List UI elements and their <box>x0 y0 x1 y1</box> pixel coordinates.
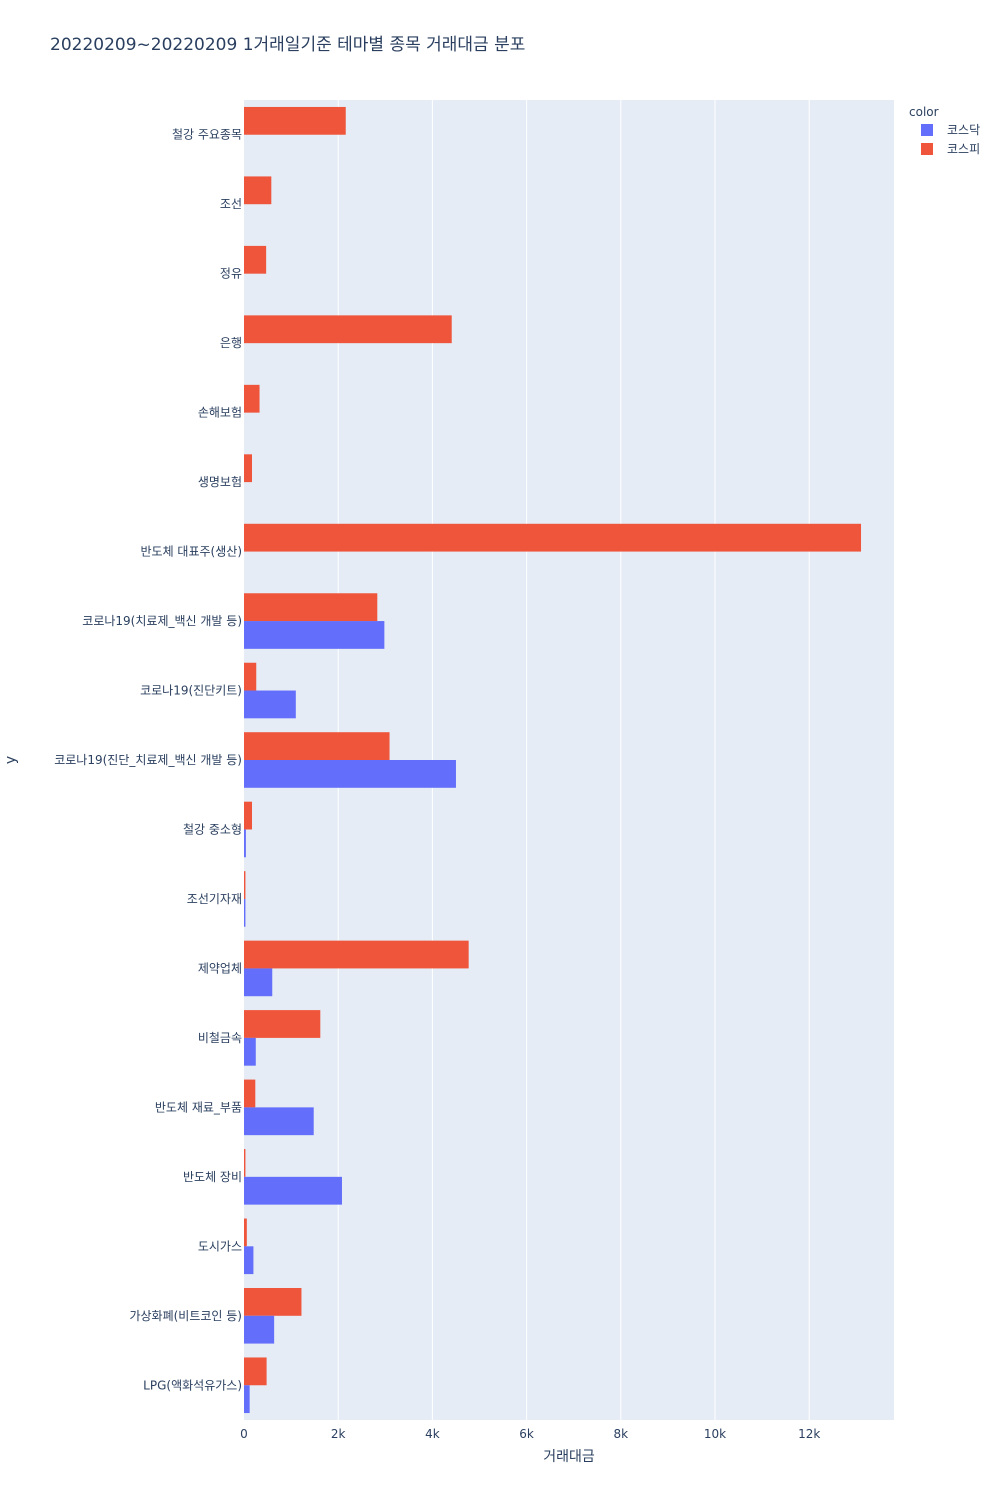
y-tick-label: LPG(액화석유가스) <box>143 1378 242 1392</box>
y-tick-label: 코로나19(치료제_백신 개발 등) <box>82 614 242 628</box>
bar-kosdaq <box>244 1315 275 1344</box>
bar-kospi <box>244 245 267 274</box>
bar-kosdaq <box>244 760 456 788</box>
y-tick-label: 정유 <box>220 267 242 281</box>
chart-title: 20220209~20220209 1거래일기준 테마별 종목 거래대금 분포 <box>50 35 525 55</box>
bar-kospi <box>244 593 378 622</box>
x-tick-label: 10k <box>704 1427 726 1441</box>
y-tick-label: 코로나19(진단키트) <box>140 684 242 698</box>
bar-kosdaq <box>244 1037 256 1066</box>
bar-kospi <box>244 454 253 483</box>
y-tick-label: 생명보험 <box>198 475 242 489</box>
bar-kosdaq <box>244 968 273 997</box>
x-axis-ticks: 0 2k 4k 6k 8k 10k 12k <box>240 1427 820 1441</box>
y-tick-label: 반도체 대표주(생산) <box>141 545 243 559</box>
x-tick-label: 6k <box>519 1427 534 1441</box>
bar-kosdaq <box>244 621 385 649</box>
bar-kospi <box>244 315 452 344</box>
x-tick-label: 4k <box>425 1427 440 1441</box>
bar-kosdaq <box>244 898 246 927</box>
bar-kospi <box>244 384 260 413</box>
bar-kospi <box>244 1010 321 1038</box>
y-tick-label: 가상화폐(비트코인 등) <box>129 1309 242 1323</box>
y-tick-label: 철강 중소형 <box>183 822 242 836</box>
y-tick-label: 반도체 재료_부품 <box>155 1100 242 1114</box>
y-tick-label: 철강 주요종목 <box>172 128 242 142</box>
bar-kosdaq <box>244 1107 314 1136</box>
bar-kosdaq <box>244 829 246 858</box>
x-tick-label: 8k <box>614 1427 629 1441</box>
legend-title: color <box>909 105 939 119</box>
bar-kospi <box>244 1357 267 1386</box>
x-tick-label: 0 <box>240 1427 248 1441</box>
bar-kospi <box>244 871 246 899</box>
y-axis-title: y <box>3 756 19 764</box>
legend-swatch <box>921 124 933 136</box>
bar-kospi <box>244 1079 256 1108</box>
bar-kospi <box>244 176 272 205</box>
bar-kospi <box>244 732 390 760</box>
bar-kosdaq <box>244 1176 342 1205</box>
y-tick-label: 손해보험 <box>198 406 242 420</box>
x-axis-title: 거래대금 <box>543 1449 595 1465</box>
y-tick-label: 은행 <box>220 335 242 350</box>
bar-kospi <box>244 801 253 830</box>
bar-kospi <box>244 1218 247 1247</box>
legend-label: 코스닥 <box>947 123 980 137</box>
y-tick-label: 반도체 장비 <box>183 1170 242 1184</box>
y-tick-label: 코로나19(진단_치료제_백신 개발 등) <box>54 753 242 767</box>
legend-swatch <box>921 143 933 155</box>
legend-label: 코스피 <box>947 142 980 156</box>
bar-kosdaq <box>244 690 296 719</box>
bar-kospi <box>244 523 862 552</box>
bars <box>244 106 862 1414</box>
y-tick-label: 조선 <box>220 197 242 211</box>
bar-kospi <box>244 1288 302 1316</box>
y-tick-label: 도시가스 <box>198 1239 242 1253</box>
bar-kospi <box>244 662 257 691</box>
y-tick-label: 비철금속 <box>198 1031 242 1045</box>
bar-kosdaq <box>244 1246 254 1275</box>
y-tick-label: 제약업체 <box>198 960 242 975</box>
y-tick-label: 조선기자재 <box>187 892 242 906</box>
bar-kospi <box>244 106 346 135</box>
bar-kospi <box>244 940 469 969</box>
bar-kospi <box>244 1149 246 1177</box>
x-tick-label: 2k <box>331 1427 346 1441</box>
x-tick-label: 12k <box>798 1427 820 1441</box>
bar-kosdaq <box>244 1385 250 1414</box>
